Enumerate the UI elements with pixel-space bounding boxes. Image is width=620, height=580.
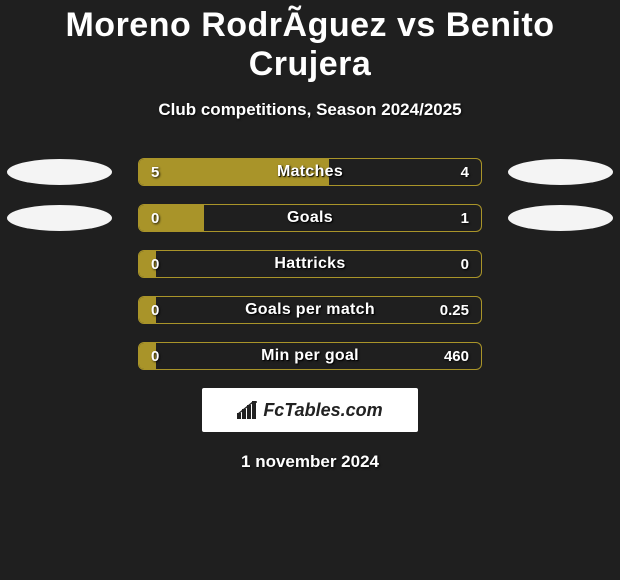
brand-box: FcTables.com — [202, 388, 418, 432]
date-text: 1 november 2024 — [0, 452, 620, 472]
player-left-ellipse — [7, 159, 112, 185]
stat-right-value: 1 — [461, 205, 469, 231]
stat-right-value: 0 — [461, 251, 469, 277]
bar-chart-icon — [237, 401, 259, 419]
stat-row: 0Min per goal460 — [0, 342, 620, 370]
stat-row: 5Matches4 — [0, 158, 620, 186]
subtitle: Club competitions, Season 2024/2025 — [0, 100, 620, 120]
player-right-ellipse — [508, 205, 613, 231]
stat-bar: 0Min per goal460 — [138, 342, 482, 370]
stat-right-value: 460 — [444, 343, 469, 369]
stat-label: Matches — [139, 159, 481, 185]
page-title: Moreno RodrÃ­guez vs Benito Crujera — [0, 0, 620, 84]
player-right-ellipse — [508, 159, 613, 185]
player-left-ellipse — [7, 205, 112, 231]
stat-label: Goals — [139, 205, 481, 231]
stat-row: 0Goals1 — [0, 204, 620, 232]
stat-label: Hattricks — [139, 251, 481, 277]
stat-right-value: 0.25 — [440, 297, 469, 323]
stat-bar: 0Hattricks0 — [138, 250, 482, 278]
stat-label: Min per goal — [139, 343, 481, 369]
brand-inner: FcTables.com — [237, 400, 382, 421]
brand-text: FcTables.com — [263, 400, 382, 421]
stat-bar: 5Matches4 — [138, 158, 482, 186]
stats-container: 5Matches40Goals10Hattricks00Goals per ma… — [0, 158, 620, 370]
stat-row: 0Hattricks0 — [0, 250, 620, 278]
stat-right-value: 4 — [461, 159, 469, 185]
stat-bar: 0Goals per match0.25 — [138, 296, 482, 324]
stat-bar: 0Goals1 — [138, 204, 482, 232]
stat-row: 0Goals per match0.25 — [0, 296, 620, 324]
stat-label: Goals per match — [139, 297, 481, 323]
